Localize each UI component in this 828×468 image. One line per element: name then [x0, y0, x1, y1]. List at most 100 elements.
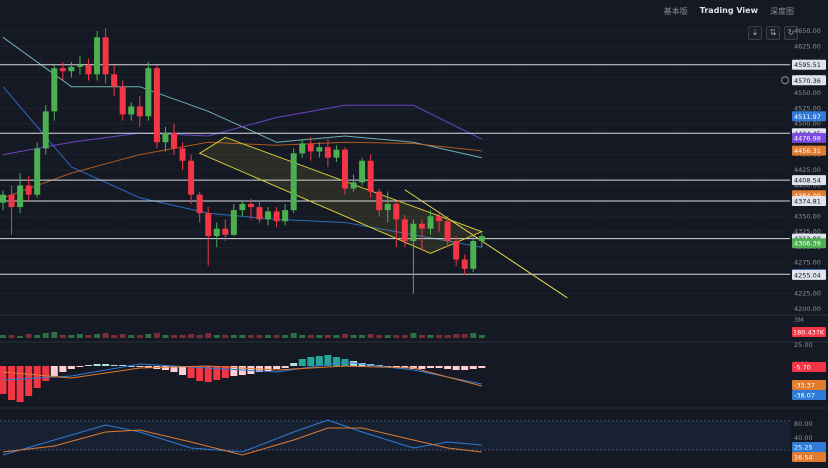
volume-bar: [85, 335, 92, 338]
candle-body: [0, 194, 6, 203]
arrows-collapse-icon[interactable]: ⇅: [766, 26, 780, 40]
price-tag-label: 4384.09: [794, 192, 821, 200]
macd-histogram-bar: [85, 365, 92, 366]
price-tag: [792, 175, 826, 186]
price-tag-label: 4476.98: [794, 134, 821, 142]
refresh-icon[interactable]: ↻: [784, 26, 798, 40]
price-tag: [792, 132, 826, 143]
macd-histogram-bar: [213, 366, 221, 380]
volume-bar: [222, 335, 229, 338]
macd-histogram-bar: [324, 355, 332, 366]
macd-histogram-bar: [127, 366, 135, 367]
macd-histogram-bar: [161, 366, 169, 370]
volume-bar: [427, 335, 434, 338]
candle-body: [290, 153, 297, 211]
volume-bar: [350, 335, 357, 338]
candle-body: [213, 228, 220, 237]
macd-histogram-bar: [144, 366, 152, 368]
candle-body: [401, 219, 408, 241]
candle-body: [342, 149, 348, 189]
candle-body: [102, 37, 109, 75]
tab-depth[interactable]: 深度图: [770, 7, 794, 16]
ma-purple: [2, 104, 483, 156]
price-tick-label: 4225.00: [794, 289, 821, 297]
volume-bar: [196, 335, 203, 338]
volume-label: 3M: [794, 316, 804, 324]
candle-body: [42, 111, 49, 149]
candle-body: [188, 160, 195, 195]
volume-bar: [179, 335, 186, 338]
price-tick-label: 4500.00: [794, 120, 821, 128]
macd-histogram-bar: [290, 363, 298, 366]
price-tag: [792, 111, 826, 122]
macd-histogram-bar: [16, 366, 24, 402]
volume-bar: [410, 333, 417, 338]
volume-bar: [367, 334, 374, 338]
macd-histogram-bar: [110, 365, 118, 366]
tab-basic[interactable]: 基本版: [663, 7, 688, 16]
macd-histogram-bar: [315, 356, 323, 366]
trendline: [404, 189, 568, 299]
candle-body: [205, 213, 212, 237]
macd-histogram-bar: [444, 366, 452, 369]
macd-histogram-bar: [298, 359, 306, 366]
view-tabs: 基本版 Trading View 深度图: [664, 6, 794, 17]
volume-bar: [59, 335, 66, 338]
price-tick-label: 4625.00: [794, 43, 821, 51]
price-tick-label: 4400.00: [794, 181, 821, 189]
candle-body: [239, 203, 246, 211]
candle-body: [461, 259, 468, 269]
macd-histogram-bar: [102, 364, 110, 366]
candle-body: [367, 160, 374, 192]
macd-histogram-bar: [59, 366, 67, 372]
volume-bar: [42, 333, 49, 338]
macd-histogram-bar: [50, 366, 58, 376]
volume-bar: [8, 335, 15, 338]
volume-bar: [290, 333, 297, 338]
macd-histogram-bar: [179, 366, 187, 375]
macd-histogram-bar: [307, 357, 315, 366]
macd-histogram-bar: [469, 366, 477, 369]
candle-body: [8, 194, 15, 208]
macd-histogram-bar: [418, 366, 426, 369]
candle-body: [59, 68, 66, 72]
macd-histogram-bar: [435, 366, 443, 368]
macd-histogram-bar: [264, 366, 272, 371]
chart-tools: ↓ ⇅ ↻: [748, 26, 798, 40]
macd-histogram-bar: [33, 366, 41, 388]
volume-bar: [230, 335, 237, 338]
macd-tick-label: 25.00: [794, 341, 813, 349]
candle-body: [85, 65, 92, 75]
volume-bar: [401, 335, 408, 338]
candle-body: [299, 143, 306, 154]
candle-body: [145, 68, 152, 117]
rsi-tag: [792, 452, 826, 462]
macd-histogram-bar: [230, 366, 238, 376]
volume-bar: [119, 334, 126, 338]
volume-bar: [436, 335, 443, 338]
macd-histogram-bar: [119, 365, 127, 366]
macd-tag-label: -5.70: [794, 364, 811, 372]
macd-histogram-bar: [136, 366, 144, 367]
arrow-down-icon[interactable]: ↓: [748, 26, 762, 40]
bollinger-basis: [2, 36, 482, 159]
volume-bar: [153, 333, 160, 338]
candle-body: [265, 211, 272, 220]
price-tick-label: 4200.00: [794, 305, 821, 313]
tab-tradingview[interactable]: Trading View: [699, 6, 758, 15]
price-tag: [792, 269, 826, 280]
macd-histogram-bar: [93, 364, 101, 366]
macd-histogram-bar: [76, 366, 84, 367]
volume-bar: [94, 334, 101, 338]
candle-body: [51, 68, 58, 112]
volume-bar: [273, 335, 280, 338]
volume-bar: [239, 335, 246, 338]
volume-bar: [76, 334, 83, 338]
volume-bar: [25, 334, 32, 338]
candle-body: [384, 203, 391, 211]
volume-bar: [282, 335, 289, 338]
candle-body: [350, 182, 357, 189]
volume-bar: [478, 335, 485, 338]
volume-bar: [162, 335, 169, 338]
